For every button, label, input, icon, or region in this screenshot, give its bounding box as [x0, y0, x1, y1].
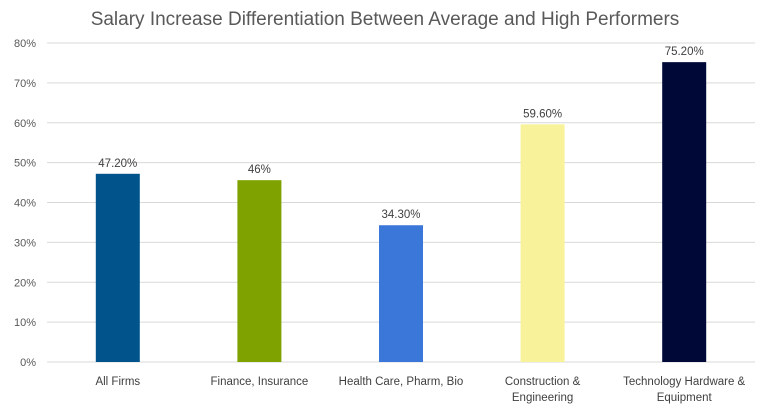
bar [95, 173, 140, 362]
y-tick-label: 0% [20, 357, 36, 369]
data-label: 47.20% [98, 158, 137, 170]
gridlines [47, 42, 755, 363]
x-tick-label: Finance, Insurance [210, 376, 308, 388]
data-label: 75.20% [665, 46, 704, 58]
data-labels: 47.20% 46% 34.30% 59.60% 75.20% [98, 46, 703, 221]
y-axis-ticks: 0% 10% 20% 30% 40% 50% 60% 70% 80% [14, 38, 36, 369]
bar [379, 225, 423, 362]
bars [95, 62, 707, 362]
data-label: 59.60% [523, 108, 562, 120]
data-label: 46% [248, 164, 271, 176]
y-tick-label: 20% [14, 277, 36, 289]
bar [520, 124, 565, 362]
x-tick-label: All Firms [95, 376, 140, 388]
y-tick-label: 80% [14, 38, 36, 50]
y-tick-label: 60% [14, 118, 36, 130]
y-tick-label: 30% [14, 237, 36, 249]
bar [237, 180, 282, 362]
data-label: 34.30% [381, 209, 420, 221]
x-axis-categories: All Firms Finance, Insurance Health Care, … [95, 376, 745, 404]
x-tick-label: Technology Hardware & Equipment [623, 376, 745, 404]
x-tick-label: Health Care, Pharm, Bio [339, 376, 464, 388]
y-tick-label: 40% [14, 198, 36, 210]
y-tick-label: 10% [14, 317, 36, 329]
x-tick-label: Construction & Engineering [505, 376, 581, 404]
y-tick-label: 50% [14, 158, 36, 170]
bar [662, 62, 707, 362]
chart-title: Salary Increase Differentiation Between … [91, 9, 680, 30]
y-tick-label: 70% [14, 78, 36, 90]
